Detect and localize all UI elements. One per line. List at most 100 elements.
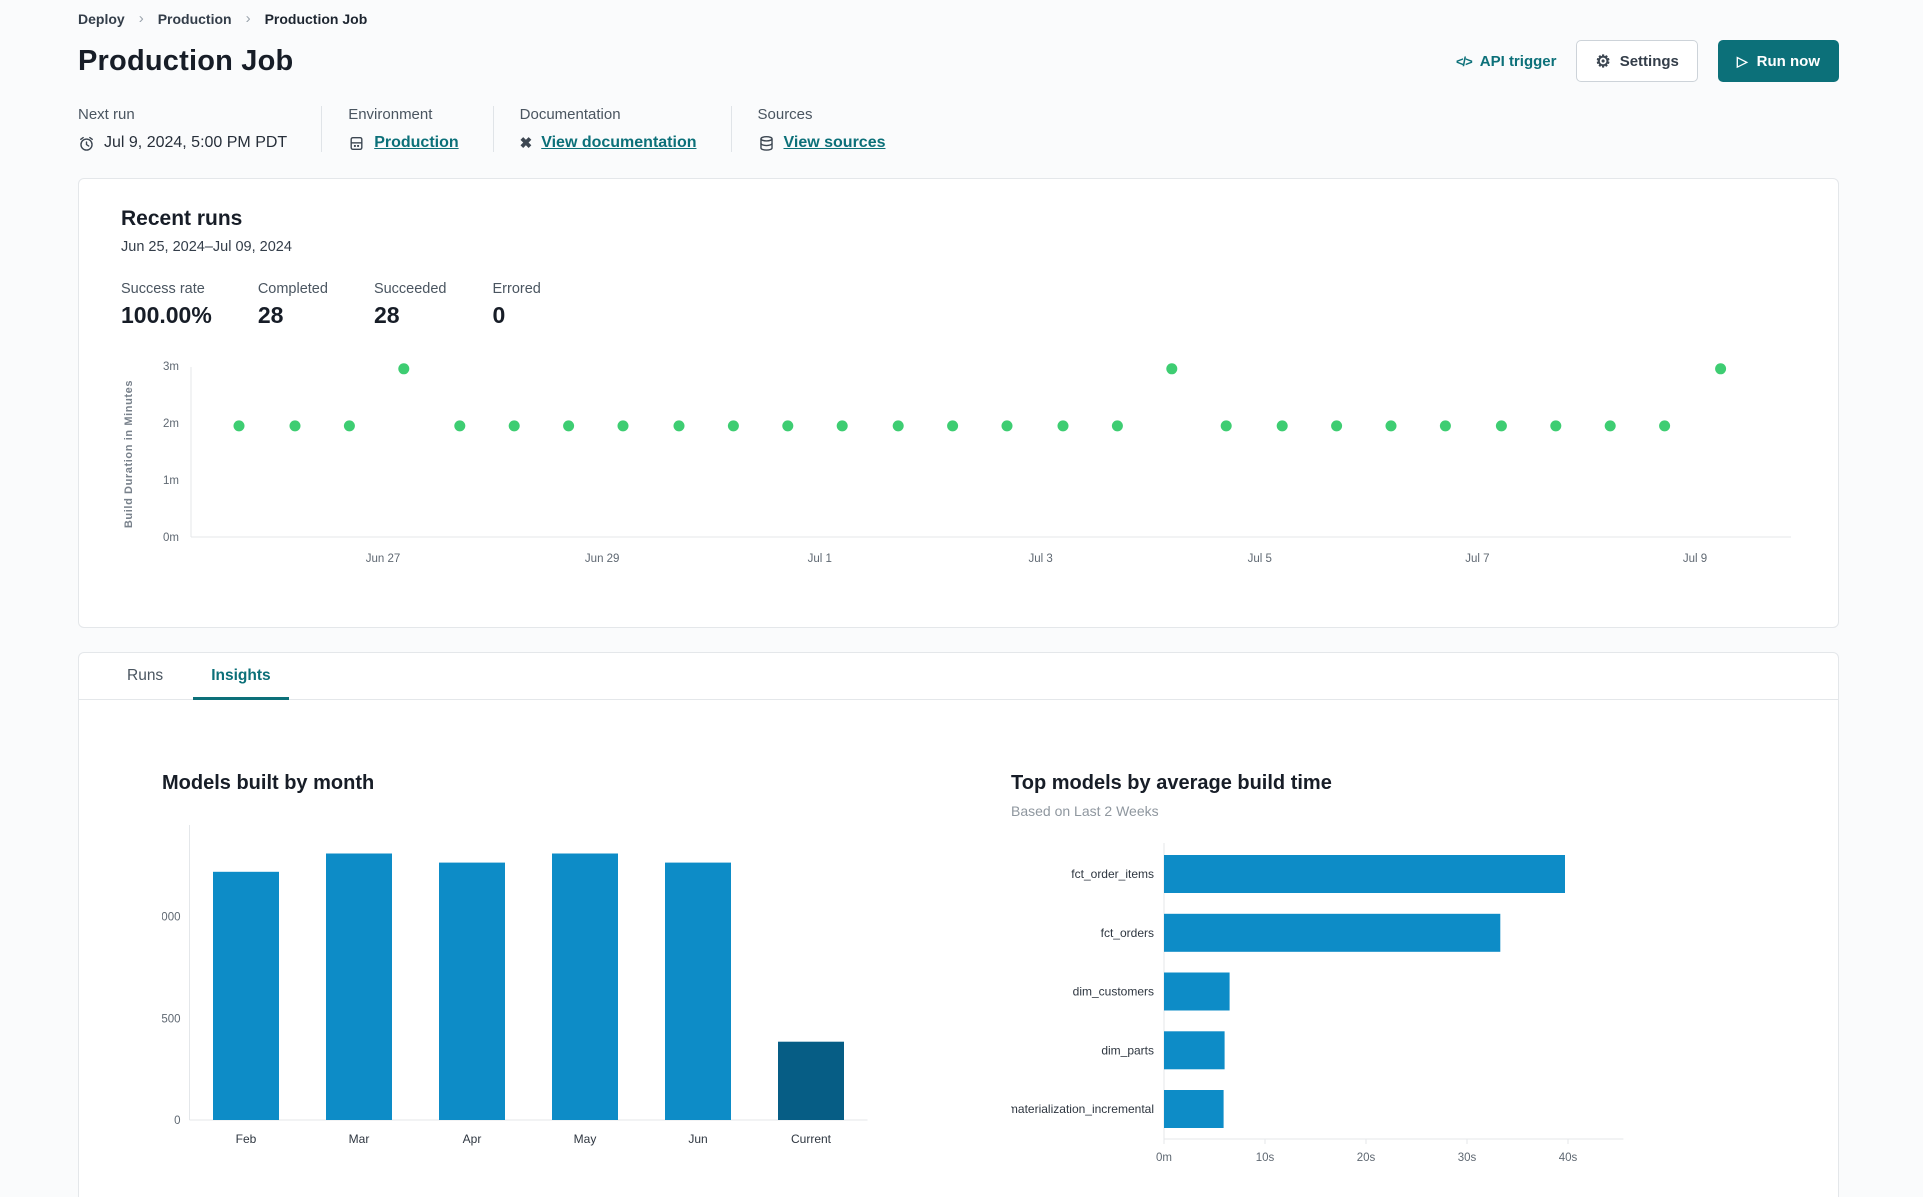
settings-button[interactable]: ⚙ Settings	[1576, 40, 1698, 82]
sources-label: Sources	[757, 106, 813, 123]
build-time-bar	[1164, 1031, 1225, 1070]
x-category-label: Apr	[463, 1132, 482, 1146]
models-built-by-month-block: Models built by month 0 500 1000 Feb Mar Apr M…	[155, 772, 922, 1174]
recent-runs-title: Recent runs	[121, 207, 243, 230]
tab-runs[interactable]: Runs	[109, 653, 181, 700]
models-built-by-month-chart: 0 500 1000 Feb Mar Apr May Jun Current	[155, 825, 868, 1146]
run-duration-dot[interactable]	[343, 420, 355, 432]
stat-completed: Completed 28	[257, 281, 328, 328]
x-tick-label: 30s	[1458, 1152, 1477, 1164]
info-sources: Sources View sources	[730, 106, 920, 152]
tab-insights[interactable]: Insights	[193, 653, 289, 700]
x-tick-label: 0m	[1156, 1152, 1172, 1164]
chevron-right-icon: ›	[138, 10, 144, 27]
run-duration-dot[interactable]	[892, 420, 904, 432]
run-duration-dot[interactable]	[727, 420, 739, 432]
stat-errored: Errored 0	[492, 281, 541, 328]
run-duration-dot[interactable]	[1001, 420, 1013, 432]
run-duration-dot[interactable]	[454, 420, 466, 432]
view-sources-link[interactable]: View sources	[783, 134, 886, 151]
run-duration-dot[interactable]	[617, 420, 629, 432]
next-run-value: Jul 9, 2024, 5:00 PM PDT	[104, 134, 288, 151]
x-tick-label: Jul 9	[1683, 553, 1707, 565]
x-tick-label: 20s	[1357, 1152, 1376, 1164]
alarm-clock-icon	[78, 135, 95, 152]
month-bar	[552, 853, 618, 1120]
run-duration-dot[interactable]	[1439, 420, 1451, 432]
run-duration-dot[interactable]	[947, 420, 959, 432]
run-duration-dot[interactable]	[1385, 420, 1397, 432]
y-tick-label: 0m	[163, 532, 179, 544]
api-trigger-link[interactable]: </> API trigger	[1456, 53, 1556, 70]
recent-runs-card: Recent runs Jun 25, 2024–Jul 09, 2024 Su…	[78, 178, 1839, 628]
month-bar	[326, 853, 392, 1120]
x-tick-label: Jul 3	[1028, 553, 1052, 565]
settings-label: Settings	[1619, 52, 1679, 70]
run-duration-dot[interactable]	[782, 420, 794, 432]
month-bar	[213, 871, 279, 1120]
tab-list: Runs Insights	[79, 653, 1838, 700]
run-duration-dot[interactable]	[398, 363, 410, 375]
y-tick-label: 1000	[162, 912, 181, 924]
run-duration-dot[interactable]	[1331, 420, 1343, 432]
model-label: dim_customers	[1073, 985, 1154, 999]
run-duration-dot[interactable]	[1715, 363, 1727, 375]
run-duration-dot[interactable]	[1495, 420, 1507, 432]
run-duration-dot[interactable]	[508, 420, 520, 432]
page-header: Production Job </> API trigger ⚙ Setting…	[78, 40, 1839, 82]
run-duration-dot[interactable]	[289, 420, 301, 432]
page-title: Production Job	[78, 44, 294, 77]
job-detail-card: Runs Insights Models built by month 0 500…	[78, 652, 1839, 1197]
y-tick-label: 500	[162, 1013, 181, 1025]
run-duration-dot[interactable]	[673, 420, 685, 432]
top-models-chart: 0m 10s 20s 30s 40s fct_order_items fct_ordersd…	[1008, 843, 1624, 1164]
info-next-run: Next run Jul 9, 2024, 5:00 PM PDT	[78, 106, 321, 152]
scatter-ylabel: Build Duration in Minutes	[123, 380, 135, 528]
month-bar	[665, 862, 731, 1120]
recent-runs-stats: Success rate 100.00% Completed 28 Succee…	[121, 281, 1796, 329]
top-models-title: Top models by average build time	[1011, 772, 1332, 794]
run-now-label: Run now	[1756, 52, 1820, 70]
model-label: dim_parts	[1101, 1043, 1154, 1057]
breadcrumb-deploy[interactable]: Deploy	[78, 10, 125, 27]
environment-label: Environment	[348, 106, 433, 123]
run-duration-dot[interactable]	[1276, 420, 1288, 432]
chevron-right-icon: ›	[245, 10, 251, 27]
stat-succeeded: Succeeded 28	[373, 281, 447, 328]
run-duration-dot[interactable]	[1604, 420, 1616, 432]
documentation-label: Documentation	[519, 106, 621, 123]
run-duration-dot[interactable]	[1550, 420, 1562, 432]
run-duration-dot[interactable]	[1166, 363, 1178, 375]
environment-icon	[348, 135, 365, 152]
info-environment: Environment Production	[321, 106, 492, 152]
run-duration-dot[interactable]	[836, 420, 848, 432]
x-tick-label: Jul 5	[1248, 553, 1272, 565]
run-duration-dot[interactable]	[1659, 420, 1671, 432]
play-icon: ▷	[1736, 53, 1748, 69]
breadcrumb-production[interactable]: Production	[157, 10, 232, 27]
stat-success-rate: Success rate 100.00%	[121, 281, 212, 328]
y-tick-label: 1m	[163, 475, 179, 487]
x-tick-label: Jul 7	[1465, 553, 1489, 565]
run-now-button[interactable]: ▷ Run now	[1717, 40, 1839, 82]
run-duration-dot[interactable]	[1111, 420, 1123, 432]
build-time-bar	[1164, 855, 1565, 893]
run-duration-dot[interactable]	[1220, 420, 1232, 432]
x-category-label: May	[574, 1132, 597, 1146]
month-bar	[778, 1041, 844, 1120]
environment-link[interactable]: Production	[374, 134, 459, 151]
x-category-label: Feb	[236, 1132, 257, 1146]
build-duration-chart: Build Duration in Minutes 0m 1m 2m 3m Jun 27 J…	[121, 359, 1796, 579]
view-documentation-link[interactable]: View documentation	[541, 134, 697, 151]
build-time-bar	[1164, 913, 1501, 952]
x-category-label: Jun	[688, 1132, 707, 1146]
build-duration-scatter-svg: Build Duration in Minutes 0m 1m 2m 3m Jun 27 J…	[123, 361, 1791, 565]
x-tick-label: Jun 29	[585, 553, 620, 565]
run-duration-dot[interactable]	[1057, 420, 1069, 432]
recent-runs-date-range: Jun 25, 2024–Jul 09, 2024	[121, 239, 292, 255]
x-category-label: Current	[791, 1132, 832, 1146]
info-documentation: Documentation ✖ View documentation	[492, 106, 731, 152]
run-duration-dot[interactable]	[563, 420, 575, 432]
run-duration-dot[interactable]	[233, 420, 245, 432]
